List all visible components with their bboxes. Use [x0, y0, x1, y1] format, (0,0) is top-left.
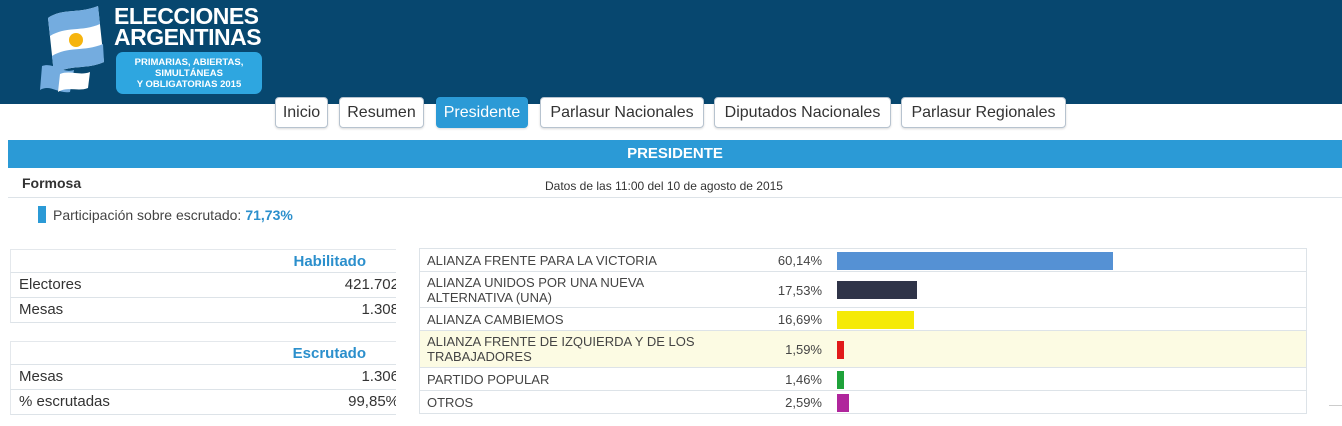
participation-label: Participación sobre escrutado:	[53, 206, 242, 223]
stat-value: 421.702	[344, 276, 396, 293]
header-band: ELECCIONES ARGENTINAS PRIMARIAS, ABIERTA…	[0, 0, 1342, 104]
party-percentage: 1,46%	[785, 372, 822, 387]
party-name: ALIANZA UNIDOS POR UNA NUEVA ALTERNATIVA…	[427, 275, 644, 305]
divider	[1329, 405, 1342, 406]
stat-value: 99,85%	[348, 393, 396, 410]
tab-diputados-nacionales[interactable]: Diputados Nacionales	[714, 97, 891, 128]
tab-presidente[interactable]: Presidente	[436, 97, 528, 128]
results-table: ALIANZA FRENTE PARA LA VICTORIA 60,14% ALI…	[419, 248, 1307, 414]
stat-label: Mesas	[19, 368, 64, 385]
result-row: ALIANZA FRENTE DE IZQUIERDA Y DE LOS TRA…	[420, 331, 1306, 368]
party-percentage: 17,53%	[777, 283, 822, 298]
result-row: OTROS 2,59%	[420, 391, 1306, 414]
habilitado-box: Habilitado Electores 421.702 Mesas 1.308	[10, 249, 396, 323]
party-percentage: 60,14%	[777, 253, 822, 268]
party-name: ALIANZA CAMBIEMOS	[427, 312, 564, 327]
stat-label: Electores	[19, 276, 82, 293]
escrutado-title: Escrutado	[10, 341, 396, 365]
participation-value: 71,73%	[245, 206, 293, 223]
habilitado-title: Habilitado	[10, 249, 396, 273]
argentina-flag-icon	[40, 6, 104, 93]
tab-parlasur-nacionales[interactable]: Parlasur Nacionales	[540, 97, 704, 128]
participation-summary: Participación sobre escrutado: 71,73%	[38, 206, 293, 223]
party-percentage: 2,59%	[785, 395, 822, 410]
result-row: ALIANZA CAMBIEMOS 16,69%	[420, 308, 1306, 331]
escrutado-box: Escrutado Mesas 1.306 % escrutadas 99,85…	[10, 341, 396, 415]
party-percentage-bar	[837, 371, 844, 389]
party-name: ALIANZA FRENTE DE IZQUIERDA Y DE LOS TRA…	[427, 334, 695, 364]
habilitado-row: Mesas 1.308	[10, 298, 396, 323]
province-title: Formosa	[22, 175, 82, 191]
party-percentage: 1,59%	[785, 342, 822, 357]
escrutado-row: % escrutadas 99,85%	[10, 390, 396, 415]
result-row: ALIANZA FRENTE PARA LA VICTORIA 60,14%	[420, 249, 1306, 272]
party-percentage-bar	[837, 394, 849, 412]
stat-value: 1.306	[361, 368, 396, 385]
result-row: PARTIDO POPULAR 1,46%	[420, 368, 1306, 391]
data-timestamp: Datos de las 11:00 del 10 de agosto de 2…	[545, 179, 783, 193]
tab-inicio[interactable]: Inicio	[275, 97, 328, 128]
party-percentage-bar	[837, 281, 917, 299]
party-percentage-bar	[837, 311, 914, 329]
tab-parlasur-regionales[interactable]: Parlasur Regionales	[901, 97, 1066, 128]
section-title-bar: PRESIDENTE	[8, 140, 1342, 168]
logo-title: ELECCIONES ARGENTINAS	[114, 3, 262, 50]
habilitado-row: Electores 421.702	[10, 273, 396, 298]
participation-marker	[38, 206, 46, 223]
party-percentage-bar	[837, 252, 1113, 270]
stat-label: % escrutadas	[19, 393, 110, 410]
escrutado-row: Mesas 1.306	[10, 365, 396, 390]
party-name: PARTIDO POPULAR	[427, 372, 550, 387]
logo-badge: PRIMARIAS, ABIERTAS, SIMULTÁNEAS Y OBLIG…	[116, 52, 262, 94]
party-percentage-bar	[837, 341, 844, 359]
party-name: OTROS	[427, 395, 474, 410]
stat-label: Mesas	[19, 301, 64, 318]
tab-resumen[interactable]: Resumen	[339, 97, 424, 128]
party-name: ALIANZA FRENTE PARA LA VICTORIA	[427, 253, 657, 268]
party-percentage: 16,69%	[777, 312, 822, 327]
stat-value: 1.308	[361, 301, 396, 318]
divider	[8, 197, 1342, 198]
elecciones-logo[interactable]: ELECCIONES ARGENTINAS PRIMARIAS, ABIERTA…	[40, 4, 270, 96]
result-row: ALIANZA UNIDOS POR UNA NUEVA ALTERNATIVA…	[420, 272, 1306, 308]
nav-tabs: Inicio Resumen Presidente Parlasur Nacio…	[0, 97, 1342, 131]
